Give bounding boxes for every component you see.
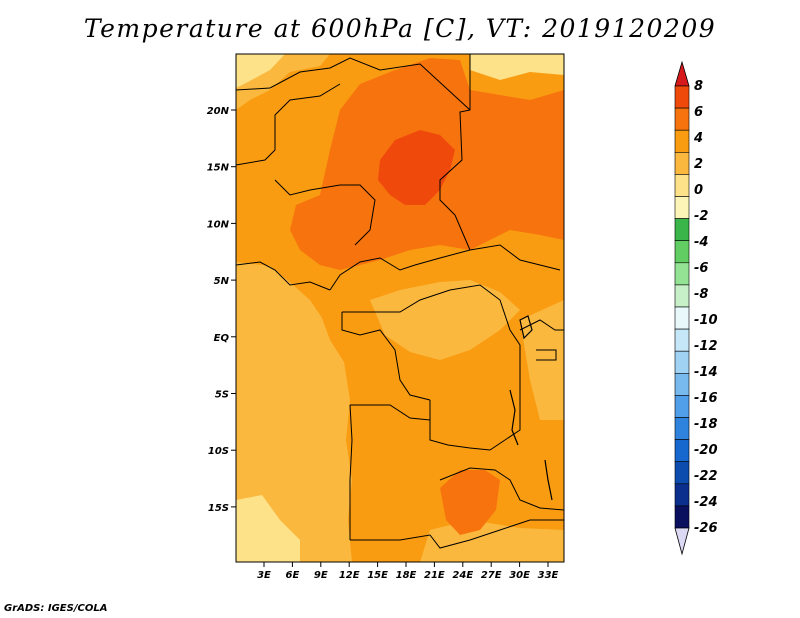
colorbar: 8 6 4 2 0 -2 -4 -6 -8 -10 -12 -14 -16 -18 -20 -22 -24 -26 xyxy=(674,60,718,556)
lat-tick-label: 5N xyxy=(214,276,230,287)
colorbar-label: 2 xyxy=(694,157,703,172)
colorbar-label: -24 xyxy=(694,495,718,510)
colorbar-swatch xyxy=(674,218,690,242)
colorbar-label: -18 xyxy=(694,417,718,432)
longitude-axis: 3E 6E 9E 12E 15E 18E 21E 24E 27E 30E 33E xyxy=(257,562,559,581)
lon-tick-label: 27E xyxy=(481,570,502,581)
colorbar-swatch xyxy=(674,284,690,308)
lon-tick-label: 33E xyxy=(538,570,559,581)
colorbar-swatch xyxy=(674,85,690,109)
temperature-field-m2-0-northeast xyxy=(470,54,564,80)
colorbar-swatch xyxy=(674,483,690,507)
colorbar-label: -6 xyxy=(694,261,708,276)
colorbar-label: -4 xyxy=(694,235,708,250)
country-borders xyxy=(235,54,565,549)
temperature-field-4-6-zambia xyxy=(440,470,500,535)
lon-tick-label: 30E xyxy=(509,570,530,581)
lat-tick-label: 5S xyxy=(215,390,229,401)
colorbar-label: -2 xyxy=(694,209,708,224)
lat-tick-label: 20N xyxy=(207,106,230,117)
colorbar-swatch xyxy=(674,107,690,131)
colorbar-swatch xyxy=(674,240,690,264)
colorbar-swatch xyxy=(674,328,690,352)
colorbar-label: 0 xyxy=(694,183,703,198)
temperature-field-m2-0-west xyxy=(236,495,300,562)
lat-tick-label: 15N xyxy=(207,163,230,174)
lon-tick-label: 18E xyxy=(396,570,417,581)
colorbar-label: -8 xyxy=(694,287,708,302)
colorbar-label: -16 xyxy=(694,391,718,406)
colorbar-swatch xyxy=(674,174,690,197)
map-frame xyxy=(235,53,565,563)
colorbar-swatch xyxy=(674,439,690,463)
colorbar-swatch xyxy=(674,129,690,153)
colorbar-label: -12 xyxy=(694,339,718,354)
lon-tick-label: 15E xyxy=(367,570,388,581)
latitude-axis: 20N 15N 10N 5N EQ 5S 10S 15S xyxy=(207,106,236,514)
colorbar-label: -14 xyxy=(694,365,718,380)
colorbar-label: 4 xyxy=(693,131,703,146)
colorbar-swatch xyxy=(674,306,690,330)
lon-tick-label: 3E xyxy=(257,570,271,581)
lat-tick-label: 10S xyxy=(208,446,229,457)
colorbar-label: -20 xyxy=(694,443,718,458)
colorbar-swatch xyxy=(674,262,690,286)
colorbar-swatch xyxy=(674,372,690,396)
colorbar-swatch xyxy=(674,350,690,374)
lat-tick-label: EQ xyxy=(214,333,230,344)
colorbar-label: -10 xyxy=(694,313,718,328)
colorbar-label: -22 xyxy=(694,469,718,484)
lon-tick-label: 6E xyxy=(286,570,300,581)
map-panel: 3E 6E 9E 12E 15E 18E 21E 24E 27E 30E 33E 20N 15N 10N… xyxy=(207,53,565,581)
temperature-field-m2-0-northwest xyxy=(236,54,285,88)
temperature-field-0-2-west xyxy=(236,262,352,562)
colorbar-swatch xyxy=(674,196,690,219)
temperature-field-6-8-core xyxy=(378,130,455,205)
colorbar-swatch xyxy=(674,505,690,529)
lon-tick-label: 12E xyxy=(339,570,360,581)
colorbar-swatch xyxy=(674,461,690,485)
colorbar-swatch xyxy=(674,152,690,175)
colorbar-swatch xyxy=(674,395,690,418)
colorbar-label: -26 xyxy=(694,521,718,536)
map-title: Temperature at 600hPa [C], VT: 201912020… xyxy=(83,14,717,43)
lakes xyxy=(509,315,553,501)
colorbar-swatch xyxy=(674,417,690,440)
temperature-field-0-2-congo xyxy=(370,280,520,360)
colorbar-label: 6 xyxy=(694,105,703,120)
lon-tick-label: 24E xyxy=(452,570,473,581)
colorbar-max-arrow xyxy=(674,60,690,87)
lon-tick-label: 21E xyxy=(424,570,445,581)
lon-tick-label: 9E xyxy=(314,570,328,581)
grads-credit: GrADS: IGES/COLA xyxy=(4,603,108,614)
lat-tick-label: 15S xyxy=(208,503,229,514)
colorbar-min-arrow xyxy=(674,527,690,556)
lat-tick-label: 10N xyxy=(207,219,230,230)
colorbar-label: 8 xyxy=(694,79,703,94)
